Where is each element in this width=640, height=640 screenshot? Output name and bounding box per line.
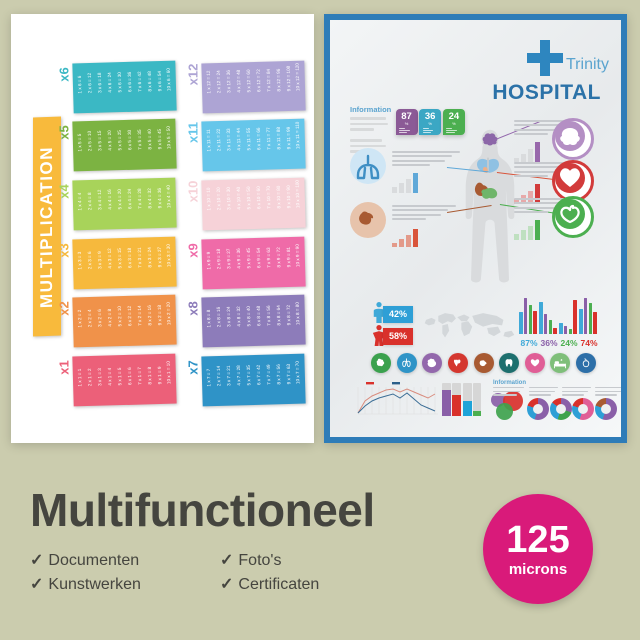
svg-text:z: z [561, 358, 563, 362]
